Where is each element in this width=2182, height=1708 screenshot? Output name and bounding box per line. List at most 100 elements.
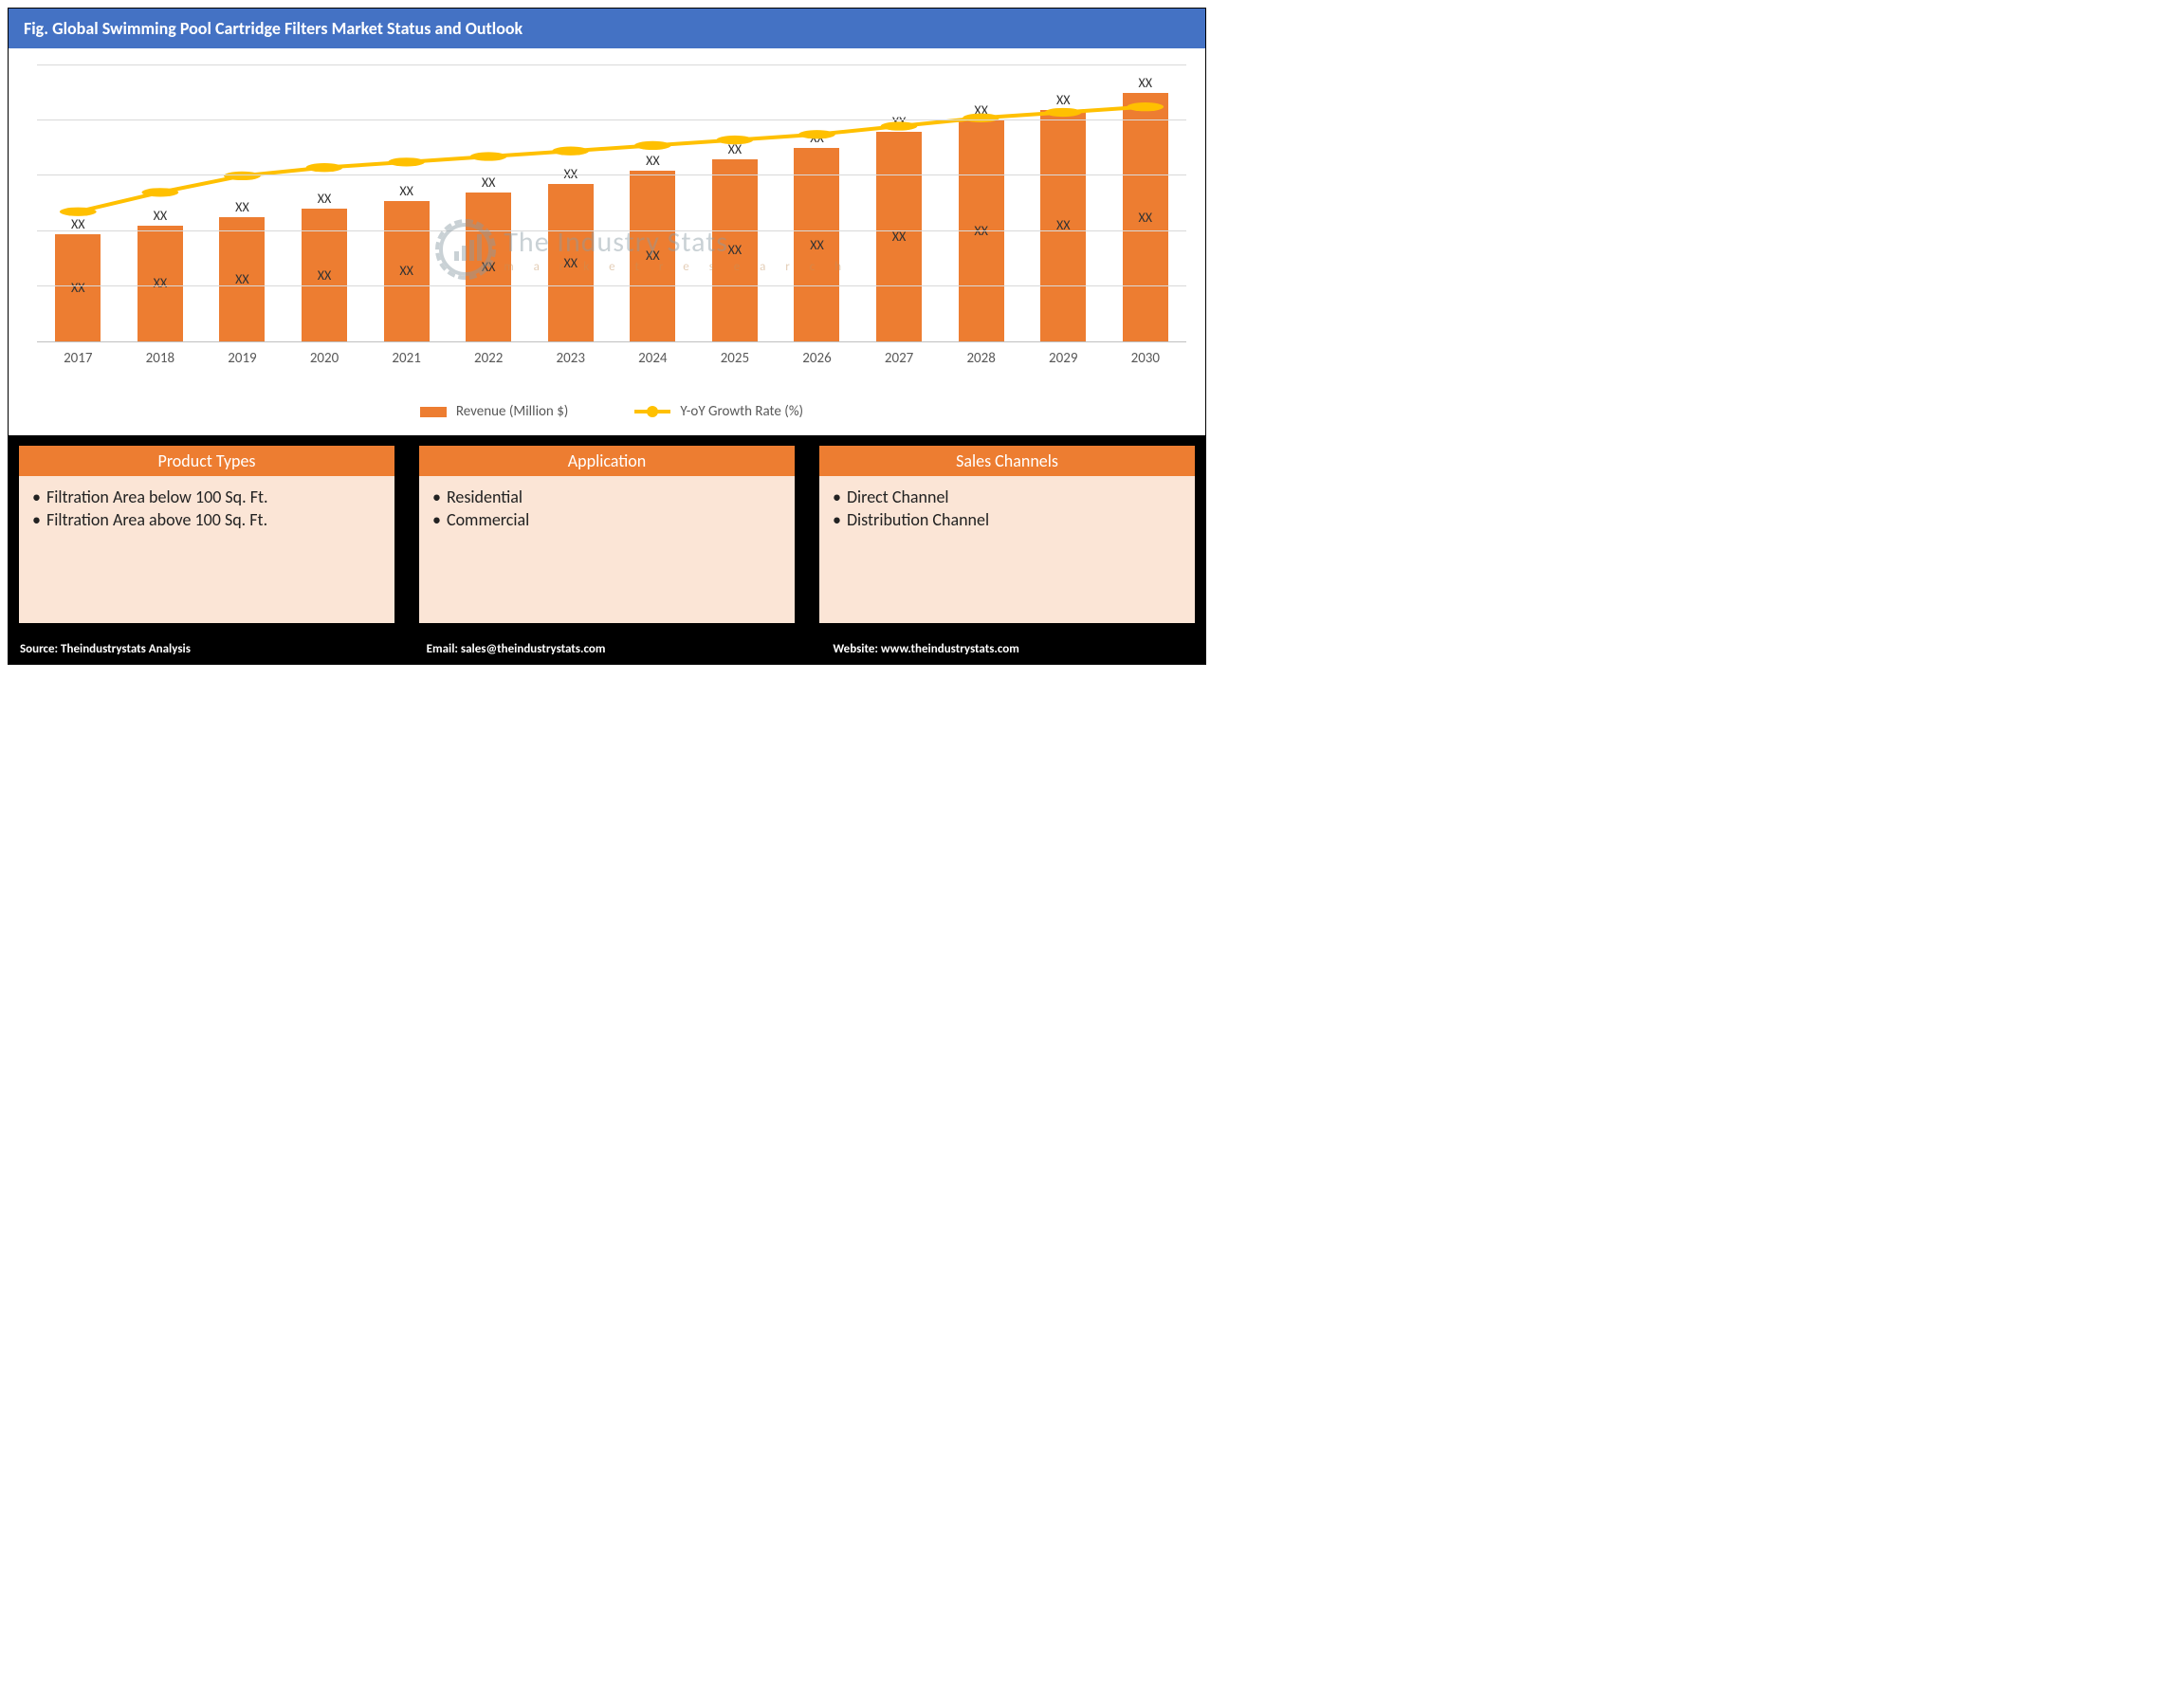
figure-title: Fig. Global Swimming Pool Cartridge Filt… (24, 18, 523, 39)
card-header: Product Types (19, 446, 394, 476)
legend-revenue: Revenue (Million $) (420, 403, 568, 420)
bar-inner-label: XX (1139, 210, 1153, 226)
chart-legend: Revenue (Million $) Y-oY Growth Rate (%) (37, 397, 1186, 432)
bar-top-label: XX (318, 191, 332, 207)
x-axis-year: 2027 (858, 350, 941, 367)
bar-inner-label: XX (810, 237, 824, 253)
bar-top-label: XX (399, 183, 413, 199)
x-axis-year: 2017 (37, 350, 119, 367)
bar-column: XX XX (201, 65, 284, 341)
card-header: Sales Channels (819, 446, 1195, 476)
legend-revenue-label: Revenue (Million $) (456, 403, 568, 420)
card-bullet: Residential (432, 486, 781, 508)
bar-column: XX XX (284, 65, 366, 341)
revenue-bar: XX (876, 132, 922, 341)
chart-zone: XX XX XX XX XX XX XX XX XX XX XX XX XX XX XX XX XX XX XX XX… (9, 48, 1205, 435)
bar-column: XX XX (776, 65, 858, 341)
revenue-bar: XX (712, 159, 758, 341)
bar-column: XXXX (529, 65, 612, 341)
revenue-bar: XX (302, 209, 347, 341)
bar-column: XX XX (1022, 65, 1105, 341)
footer-email: Email: sales@theindustrystats.com (415, 634, 799, 664)
bar-column: XX XX (612, 65, 694, 341)
revenue-bar: XX (138, 226, 183, 341)
bar-top-label: XX (728, 141, 743, 157)
x-axis-labels: 2017201820192020202120222023202420252026… (37, 350, 1186, 367)
bar-inner-label: XX (399, 263, 413, 279)
legend-growth-label: Y-oY Growth Rate (%) (680, 403, 803, 420)
card-bullet: Commercial (432, 508, 781, 531)
card-bullet: Direct Channel (833, 486, 1182, 508)
bar-top-label: XX (646, 153, 660, 169)
x-axis-year: 2023 (529, 350, 612, 367)
gridline (37, 174, 1186, 175)
bar-inner-label: XX (318, 267, 332, 284)
bar-inner-label: XX (646, 248, 660, 264)
footer-website: Website: www.theindustrystats.com (821, 634, 1205, 664)
bar-column: XXXX (37, 65, 119, 341)
category-card: Sales ChannelsDirect ChannelDistribution… (818, 445, 1196, 624)
bar-top-label: XX (1139, 75, 1153, 91)
bar-column: XX XX (365, 65, 448, 341)
bar-inner-label: XX (1056, 217, 1071, 233)
revenue-bar: XX (55, 234, 101, 341)
card-bullet: Filtration Area below 100 Sq. Ft. (32, 486, 381, 508)
revenue-bar: XX (1123, 93, 1168, 341)
legend-growth: Y-oY Growth Rate (%) (634, 403, 803, 420)
revenue-bar: XX (548, 184, 594, 341)
legend-bar-swatch (420, 407, 447, 417)
x-axis-year: 2020 (284, 350, 366, 367)
bar-top-label: XX (1056, 92, 1071, 108)
x-axis-year: 2029 (1022, 350, 1105, 367)
card-body: ResidentialCommercial (419, 476, 795, 623)
bar-inner-label: XX (482, 259, 496, 275)
revenue-bar: XX (219, 217, 265, 341)
x-axis-year: 2030 (1105, 350, 1187, 367)
figure-container: Fig. Global Swimming Pool Cartridge Filt… (8, 8, 1206, 665)
chart-area: XX XX XX XX XX XX XX XX XX XX XX XX XX XX XX XX XX XX XX XX… (37, 65, 1186, 397)
revenue-bar: XX (1040, 110, 1086, 341)
category-cards-row: Product TypesFiltration Area below 100 S… (9, 435, 1205, 634)
category-card: ApplicationResidentialCommercial (418, 445, 796, 624)
gridline (37, 64, 1186, 65)
plot-region: XX XX XX XX XX XX XX XX XX XX XX XX XX XX XX XX XX XX XX XX… (37, 65, 1186, 342)
card-body: Direct ChannelDistribution Channel (819, 476, 1195, 623)
bar-top-label: XX (482, 174, 496, 191)
bar-inner-label: XX (71, 280, 85, 296)
x-axis-year: 2028 (940, 350, 1022, 367)
gridline (37, 119, 1186, 120)
figure-title-bar: Fig. Global Swimming Pool Cartridge Filt… (9, 9, 1205, 48)
category-card: Product TypesFiltration Area below 100 S… (18, 445, 395, 624)
x-axis-year: 2018 (119, 350, 202, 367)
gridline (37, 230, 1186, 231)
figure-footer: Source: Theindustrystats Analysis Email:… (9, 634, 1205, 664)
bar-inner-label: XX (154, 275, 168, 291)
revenue-bar: XX (630, 171, 675, 341)
gridline (37, 285, 1186, 286)
bar-top-label: XX (235, 199, 249, 215)
footer-source: Source: Theindustrystats Analysis (9, 634, 393, 664)
card-header: Application (419, 446, 795, 476)
bar-inner-label: XX (728, 242, 743, 258)
x-axis-year: 2024 (612, 350, 694, 367)
bar-column: XX XX (448, 65, 530, 341)
card-bullet: Distribution Channel (833, 508, 1182, 531)
revenue-bar: XX (466, 193, 511, 341)
bar-column: XX XX (119, 65, 202, 341)
bar-top-label: XX (810, 130, 824, 146)
bar-column: XX XX (858, 65, 941, 341)
card-bullet: Filtration Area above 100 Sq. Ft. (32, 508, 381, 531)
legend-line-swatch (634, 410, 670, 413)
bar-column: XX XX (694, 65, 777, 341)
bar-inner-label: XX (563, 255, 578, 271)
revenue-bar: XX (384, 201, 430, 341)
x-axis-year: 2019 (201, 350, 284, 367)
x-axis-year: 2022 (448, 350, 530, 367)
card-body: Filtration Area below 100 Sq. Ft.Filtrat… (19, 476, 394, 623)
bar-column: XX XX (1105, 65, 1187, 341)
bar-top-label: XX (154, 208, 168, 224)
bar-top-label: XX (892, 114, 907, 130)
bar-column: XXXX (940, 65, 1022, 341)
bar-top-label: XX (974, 102, 988, 119)
x-axis-year: 2026 (776, 350, 858, 367)
